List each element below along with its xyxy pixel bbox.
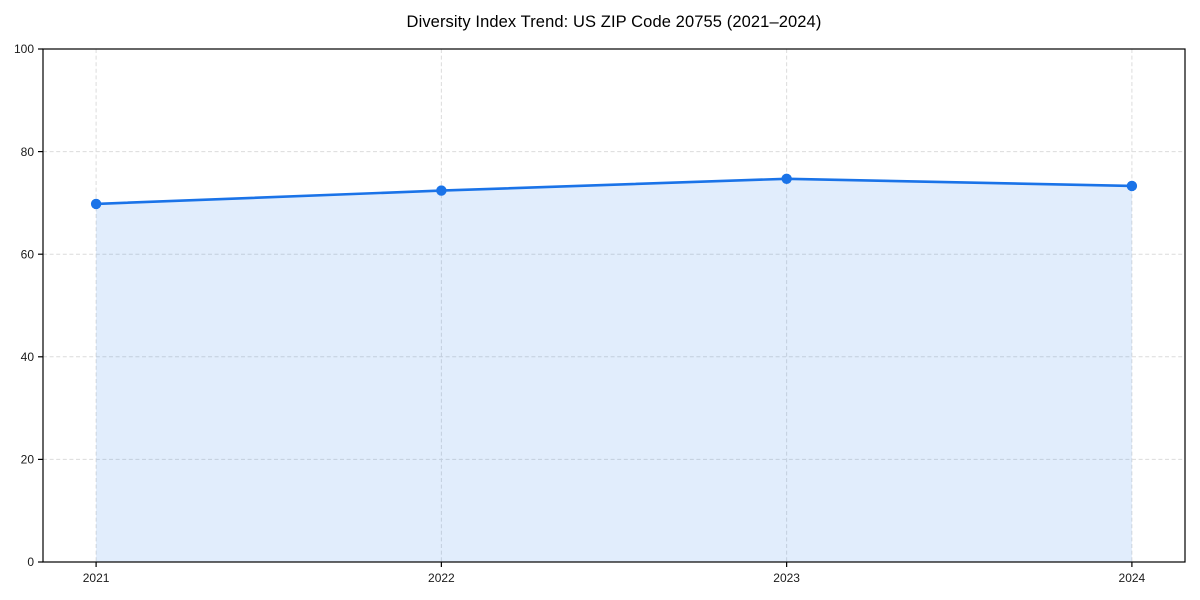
x-tick-label: 2021 [83,571,110,585]
chart-title: Diversity Index Trend: US ZIP Code 20755… [406,13,822,31]
y-tick-label: 60 [21,247,35,261]
y-tick-label: 40 [21,350,35,364]
data-point-marker-2023 [781,173,792,184]
x-tick-label: 2024 [1119,571,1146,585]
y-tick-label: 100 [14,42,34,56]
area-fill [96,178,1132,562]
y-tick-label: 80 [21,145,35,159]
trend-line [94,177,1134,206]
x-tick-label: 2022 [428,571,455,585]
data-point-marker-2021 [90,198,102,210]
x-tick-label: 2023 [773,571,800,585]
plot-border [42,48,1186,563]
y-tick-label: 0 [27,555,34,569]
y-tick-label: 20 [21,453,35,467]
data-point-marker-2022 [436,185,447,196]
data-point-marker-2024 [1126,180,1138,192]
